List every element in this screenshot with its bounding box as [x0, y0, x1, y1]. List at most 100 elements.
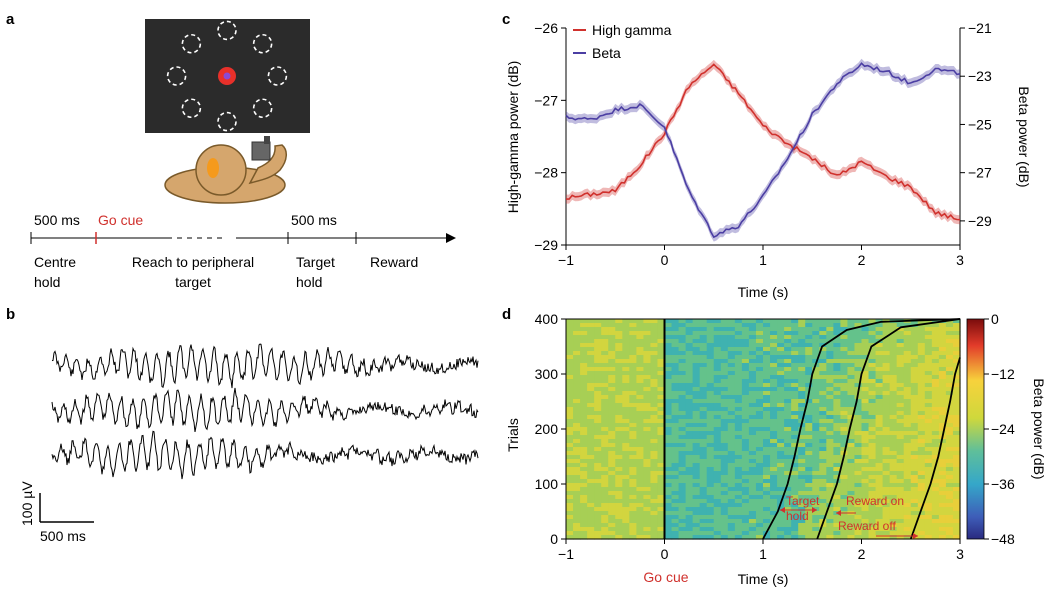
heatmap-cell [945, 415, 954, 420]
heatmap-cell [615, 519, 623, 524]
heatmap-cell [678, 403, 687, 408]
heatmap-cell [713, 471, 722, 476]
heatmap-cell [826, 387, 834, 392]
heatmap-cell [854, 491, 863, 496]
heatmap-cell [720, 447, 729, 452]
heatmap-cell [601, 323, 609, 328]
heatmap-cell [931, 495, 940, 500]
heatmap-cell [643, 471, 652, 476]
heatmap-cell [636, 327, 644, 332]
heatmap-cell [566, 467, 574, 472]
heatmap-cell [896, 531, 905, 536]
heatmap-cell [643, 407, 652, 412]
heatmap-cell [692, 471, 701, 476]
heatmap-cell [657, 407, 666, 412]
heatmap-cell [622, 491, 630, 496]
heatmap-cell [833, 523, 841, 528]
heatmap-cell [678, 335, 687, 340]
heatmap-cell [889, 443, 898, 448]
heatmap-cell [636, 347, 644, 352]
heatmap-cell [861, 443, 870, 448]
heatmap-cell [650, 339, 659, 344]
heatmap-cell [671, 535, 680, 540]
heatmap-cell [706, 523, 715, 528]
heatmap-cell [706, 459, 715, 464]
heatmap-cell [931, 471, 940, 476]
heatmap-cell [952, 379, 961, 384]
heatmap-cell [608, 459, 616, 464]
heatmap-cell [594, 379, 602, 384]
heatmap-cell [643, 439, 652, 444]
heatmap-cell [748, 327, 757, 332]
heatmap-cell [763, 503, 771, 508]
heatmap-cell [713, 499, 722, 504]
heatmap-cell [615, 487, 623, 492]
heatmap-cell [629, 383, 637, 388]
heatmap-cell [678, 463, 687, 468]
heatmap-cell [573, 399, 581, 404]
chart-d-ytick-label: 400 [535, 311, 559, 327]
heatmap-cell [917, 343, 926, 348]
heatmap-cell [854, 459, 863, 464]
heatmap-cell [931, 499, 940, 504]
heatmap-cell [819, 383, 827, 388]
heatmap-cell [594, 455, 602, 460]
heatmap-cell [755, 439, 764, 444]
heatmap-cell [924, 479, 933, 484]
heatmap-cell [650, 519, 659, 524]
heatmap-cell [847, 359, 856, 364]
heatmap-cell [678, 491, 687, 496]
heatmap-cell [734, 459, 743, 464]
heatmap-cell [615, 383, 623, 388]
heatmap-cell [643, 419, 652, 424]
heatmap-cell [805, 319, 813, 324]
heatmap-cell [777, 347, 785, 352]
heatmap-cell [720, 499, 729, 504]
chart-c-ci-band [566, 58, 960, 242]
heatmap-cell [664, 343, 673, 348]
heatmap-cell [685, 443, 694, 448]
heatmap-cell [931, 351, 940, 356]
heatmap-cell [847, 483, 856, 488]
heatmap-cell [601, 355, 609, 360]
heatmap-cell [770, 383, 778, 388]
heatmap-cell [854, 495, 863, 500]
heatmap-cell [573, 331, 581, 336]
heatmap-cell [770, 331, 778, 336]
heatmap-cell [671, 379, 680, 384]
heatmap-cell [741, 455, 750, 460]
heatmap-cell [826, 483, 834, 488]
heatmap-cell [713, 383, 722, 388]
heatmap-cell [594, 347, 602, 352]
heatmap-cell [847, 351, 856, 356]
heatmap-cell [826, 431, 834, 436]
heatmap-cell [748, 347, 757, 352]
heatmap-cell [699, 459, 708, 464]
heatmap-cell [791, 443, 799, 448]
heatmap-cell [643, 427, 652, 432]
heatmap-cell [671, 327, 680, 332]
heatmap-cell [952, 399, 961, 404]
chart-c-ytick-label: −28 [534, 165, 558, 181]
heatmap-cell [882, 419, 891, 424]
heatmap-cell [720, 495, 729, 500]
heatmap-cell [917, 443, 926, 448]
heatmap-cell [896, 527, 905, 532]
heatmap-cell [875, 371, 884, 376]
heatmap-cell [924, 507, 933, 512]
heatmap-cell [664, 495, 673, 500]
heatmap-cell [896, 327, 905, 332]
heatmap-cell [706, 399, 715, 404]
heatmap-cell [840, 331, 849, 336]
heatmap-cell [861, 379, 870, 384]
heatmap-cell [615, 407, 623, 412]
heatmap-cell [840, 391, 849, 396]
heatmap-cell [622, 355, 630, 360]
heatmap-cell [840, 471, 849, 476]
heatmap-cell [664, 507, 673, 512]
heatmap-cell [755, 387, 764, 392]
heatmap-cell [622, 367, 630, 372]
heatmap-cell [777, 343, 785, 348]
heatmap-cell [601, 351, 609, 356]
heatmap-cell [791, 327, 799, 332]
